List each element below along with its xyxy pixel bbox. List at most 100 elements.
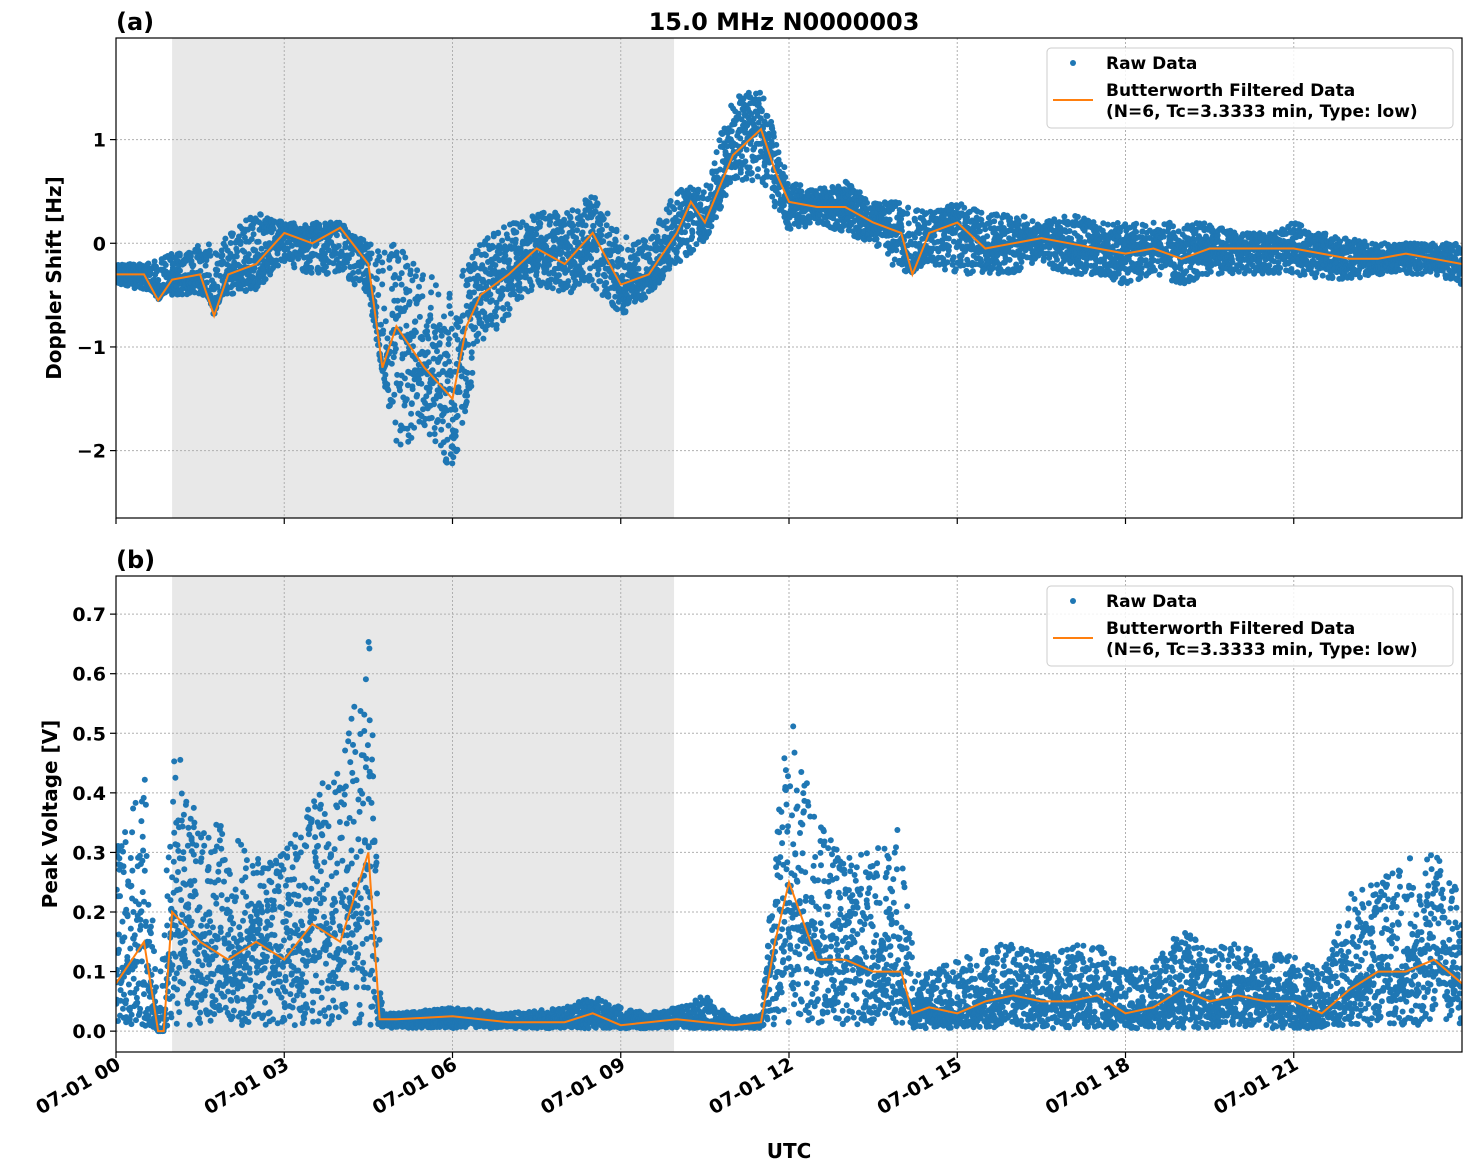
raw-data-point [465, 341, 472, 348]
raw-data-point [224, 290, 231, 297]
raw-data-point [629, 247, 636, 254]
raw-data-point [205, 241, 212, 248]
raw-data-point [390, 241, 397, 248]
raw-data-point [406, 287, 413, 294]
raw-data-point [969, 268, 976, 275]
raw-data-point [1029, 218, 1036, 225]
raw-data-point [406, 299, 413, 305]
raw-data-point [537, 220, 544, 227]
raw-data-point [739, 153, 745, 160]
raw-data-point [389, 310, 396, 317]
raw-data-point [459, 419, 466, 426]
raw-data-point [480, 278, 487, 285]
raw-data-point [341, 264, 348, 271]
raw-data-point [382, 318, 389, 325]
raw-data-point [360, 237, 367, 243]
raw-data-point [424, 349, 431, 356]
raw-data-point [749, 177, 756, 184]
raw-data-point [481, 309, 488, 316]
raw-data-point [345, 255, 352, 262]
raw-data-point [414, 267, 421, 274]
raw-data-point [206, 272, 212, 279]
raw-data-point [743, 175, 750, 182]
raw-data-point [219, 252, 226, 259]
raw-data-point [408, 434, 415, 441]
raw-data-point [494, 304, 501, 311]
raw-data-point [685, 222, 691, 229]
raw-data-point [260, 270, 267, 277]
raw-data-point [236, 233, 242, 240]
raw-data-point [222, 235, 229, 242]
raw-data-point [335, 243, 342, 249]
raw-data-point [455, 384, 462, 391]
raw-data-point [423, 393, 430, 400]
raw-data-point [619, 257, 625, 263]
raw-data-point [864, 199, 870, 206]
raw-data-point [946, 243, 952, 250]
raw-data-point [392, 345, 399, 352]
raw-data-point [179, 291, 186, 298]
raw-data-point [375, 292, 382, 298]
raw-data-point [404, 262, 411, 269]
raw-data-point [257, 211, 264, 218]
raw-data-point [600, 215, 607, 222]
raw-data-point [379, 281, 386, 288]
raw-data-point [441, 313, 447, 320]
raw-data-point [250, 231, 257, 238]
raw-data-point [1156, 271, 1163, 278]
raw-data-point [905, 204, 912, 211]
raw-data-point [403, 322, 410, 329]
raw-data-point [448, 325, 455, 332]
raw-data-point [780, 202, 787, 209]
raw-data-point [438, 332, 445, 339]
raw-data-point [431, 401, 437, 408]
raw-data-point [517, 224, 524, 231]
raw-data-point [452, 428, 459, 435]
raw-data-point [379, 259, 386, 266]
raw-data-point [424, 328, 431, 335]
raw-data-point [428, 289, 435, 296]
raw-data-point [427, 304, 434, 311]
raw-data-point [219, 277, 226, 284]
raw-data-point [452, 433, 459, 439]
raw-data-point [942, 266, 948, 273]
raw-data-point [410, 260, 417, 267]
raw-data-point [555, 272, 562, 279]
raw-data-point [452, 406, 459, 413]
raw-data-point [773, 141, 780, 148]
raw-data-point [447, 367, 454, 374]
raw-data-point [866, 236, 873, 243]
raw-data-point [468, 383, 475, 390]
raw-data-point [931, 232, 938, 239]
raw-data-point [295, 255, 302, 262]
raw-data-point [404, 382, 411, 389]
raw-data-point [500, 317, 507, 324]
raw-data-point [994, 212, 1001, 219]
raw-data-point [1017, 264, 1024, 271]
raw-data-point [463, 398, 470, 405]
raw-data-point [207, 252, 214, 259]
raw-data-point [1024, 221, 1031, 228]
raw-data-point [446, 358, 453, 365]
raw-data-point [742, 158, 749, 165]
raw-data-point [612, 238, 619, 245]
raw-data-point [384, 381, 391, 388]
raw-data-point [533, 231, 540, 238]
raw-data-point [707, 183, 714, 190]
raw-data-point [718, 203, 724, 210]
raw-data-point [493, 299, 500, 306]
raw-data-point [904, 210, 911, 217]
raw-data-point [889, 261, 896, 268]
raw-data-point [944, 259, 951, 266]
raw-data-point [430, 355, 437, 362]
raw-data-point [409, 277, 416, 284]
raw-data-point [426, 431, 433, 438]
raw-data-point [270, 225, 277, 232]
raw-data-point [392, 281, 399, 288]
raw-data-point [168, 251, 175, 257]
raw-data-point [567, 214, 574, 221]
raw-data-point [206, 247, 213, 254]
raw-data-point [425, 335, 432, 342]
raw-data-point [381, 305, 388, 312]
raw-data-point [642, 238, 649, 245]
